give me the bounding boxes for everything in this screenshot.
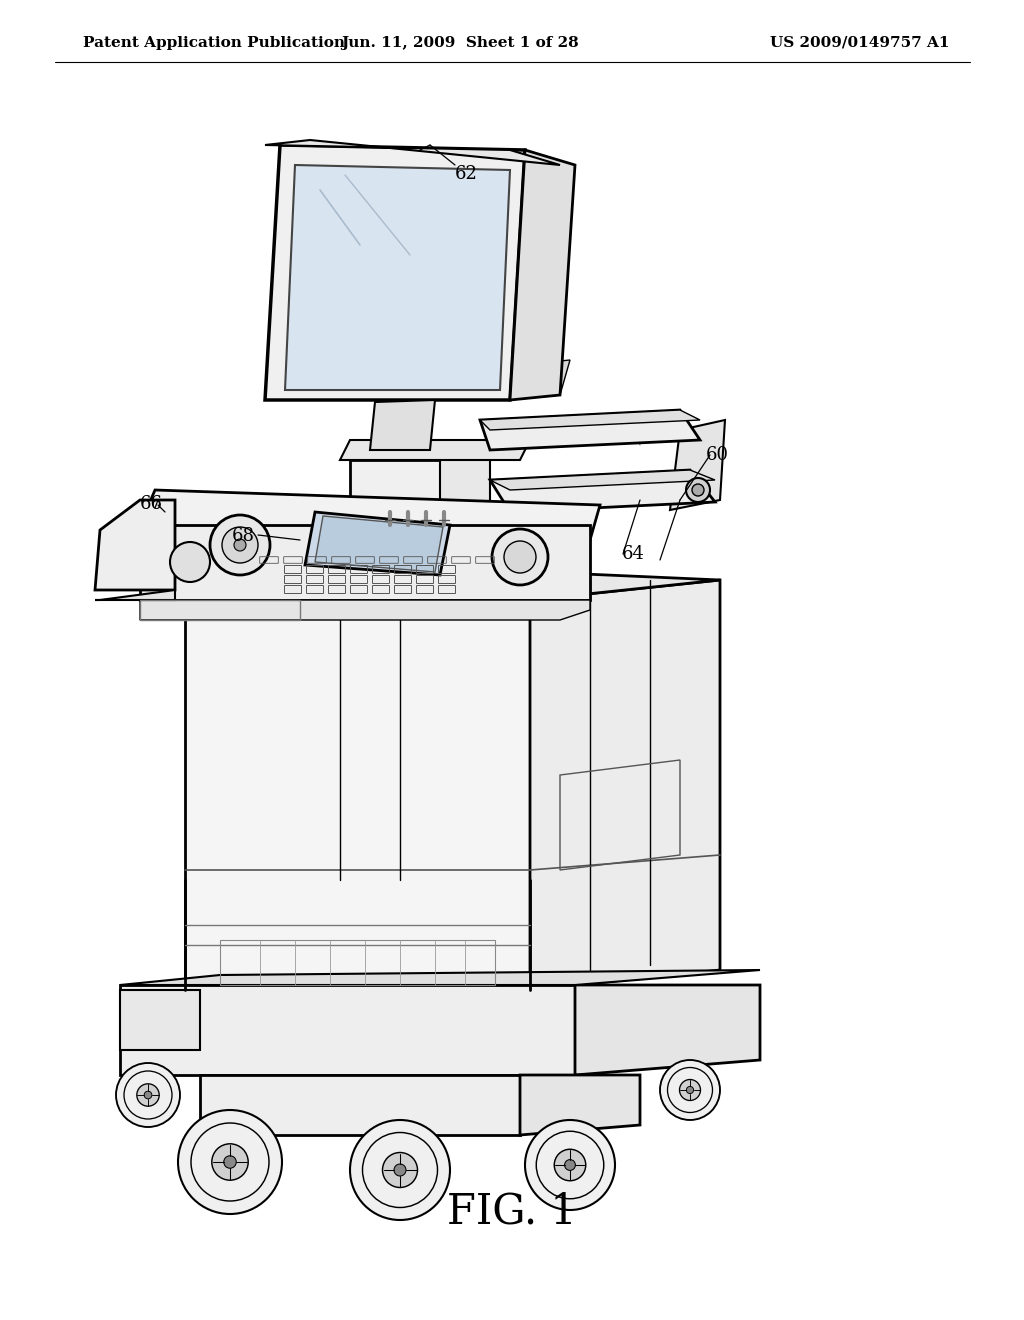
Circle shape (504, 541, 536, 573)
Polygon shape (200, 1074, 520, 1135)
Circle shape (212, 1144, 248, 1180)
Polygon shape (510, 150, 575, 400)
Circle shape (210, 515, 270, 576)
Circle shape (144, 1092, 152, 1098)
Polygon shape (185, 565, 720, 601)
Text: 62: 62 (455, 165, 477, 183)
Polygon shape (140, 601, 590, 620)
Polygon shape (140, 525, 590, 601)
Polygon shape (575, 985, 760, 1074)
Circle shape (137, 1084, 159, 1106)
Circle shape (170, 543, 210, 582)
Polygon shape (95, 590, 175, 601)
Polygon shape (490, 470, 715, 490)
Polygon shape (305, 512, 450, 576)
Text: FIG. 1: FIG. 1 (447, 1191, 577, 1233)
Polygon shape (265, 145, 525, 400)
Circle shape (350, 1119, 450, 1220)
Text: Jun. 11, 2009  Sheet 1 of 28: Jun. 11, 2009 Sheet 1 of 28 (341, 36, 579, 50)
Circle shape (525, 1119, 615, 1210)
Text: 64: 64 (622, 545, 644, 564)
Polygon shape (120, 970, 760, 985)
Polygon shape (490, 470, 715, 512)
Text: US 2009/0149757 A1: US 2009/0149757 A1 (770, 36, 950, 50)
Polygon shape (520, 1074, 640, 1135)
Polygon shape (265, 140, 560, 165)
Polygon shape (440, 450, 490, 601)
Circle shape (383, 1152, 418, 1188)
Polygon shape (95, 500, 175, 590)
Circle shape (222, 527, 258, 564)
Polygon shape (315, 516, 443, 572)
Polygon shape (120, 985, 575, 1074)
Text: 60: 60 (706, 446, 728, 465)
Circle shape (224, 1156, 237, 1168)
Circle shape (660, 1060, 720, 1119)
Polygon shape (285, 165, 510, 389)
Polygon shape (530, 579, 720, 990)
Circle shape (680, 1080, 700, 1101)
Circle shape (554, 1150, 586, 1181)
Polygon shape (370, 400, 435, 450)
Circle shape (686, 478, 710, 502)
Text: 68: 68 (232, 527, 255, 545)
Polygon shape (340, 440, 530, 459)
Text: Patent Application Publication: Patent Application Publication (83, 36, 345, 50)
Polygon shape (480, 411, 700, 450)
Circle shape (234, 539, 246, 550)
Polygon shape (350, 459, 440, 601)
Circle shape (564, 1159, 575, 1171)
Circle shape (692, 484, 705, 496)
Circle shape (394, 1164, 406, 1176)
Polygon shape (670, 420, 725, 510)
Circle shape (686, 1086, 693, 1093)
Polygon shape (480, 411, 700, 430)
Polygon shape (140, 490, 600, 540)
Polygon shape (510, 360, 570, 400)
Polygon shape (185, 601, 530, 990)
Text: 66: 66 (140, 495, 163, 513)
Circle shape (492, 529, 548, 585)
Circle shape (178, 1110, 282, 1214)
Circle shape (116, 1063, 180, 1127)
Polygon shape (120, 990, 200, 1049)
